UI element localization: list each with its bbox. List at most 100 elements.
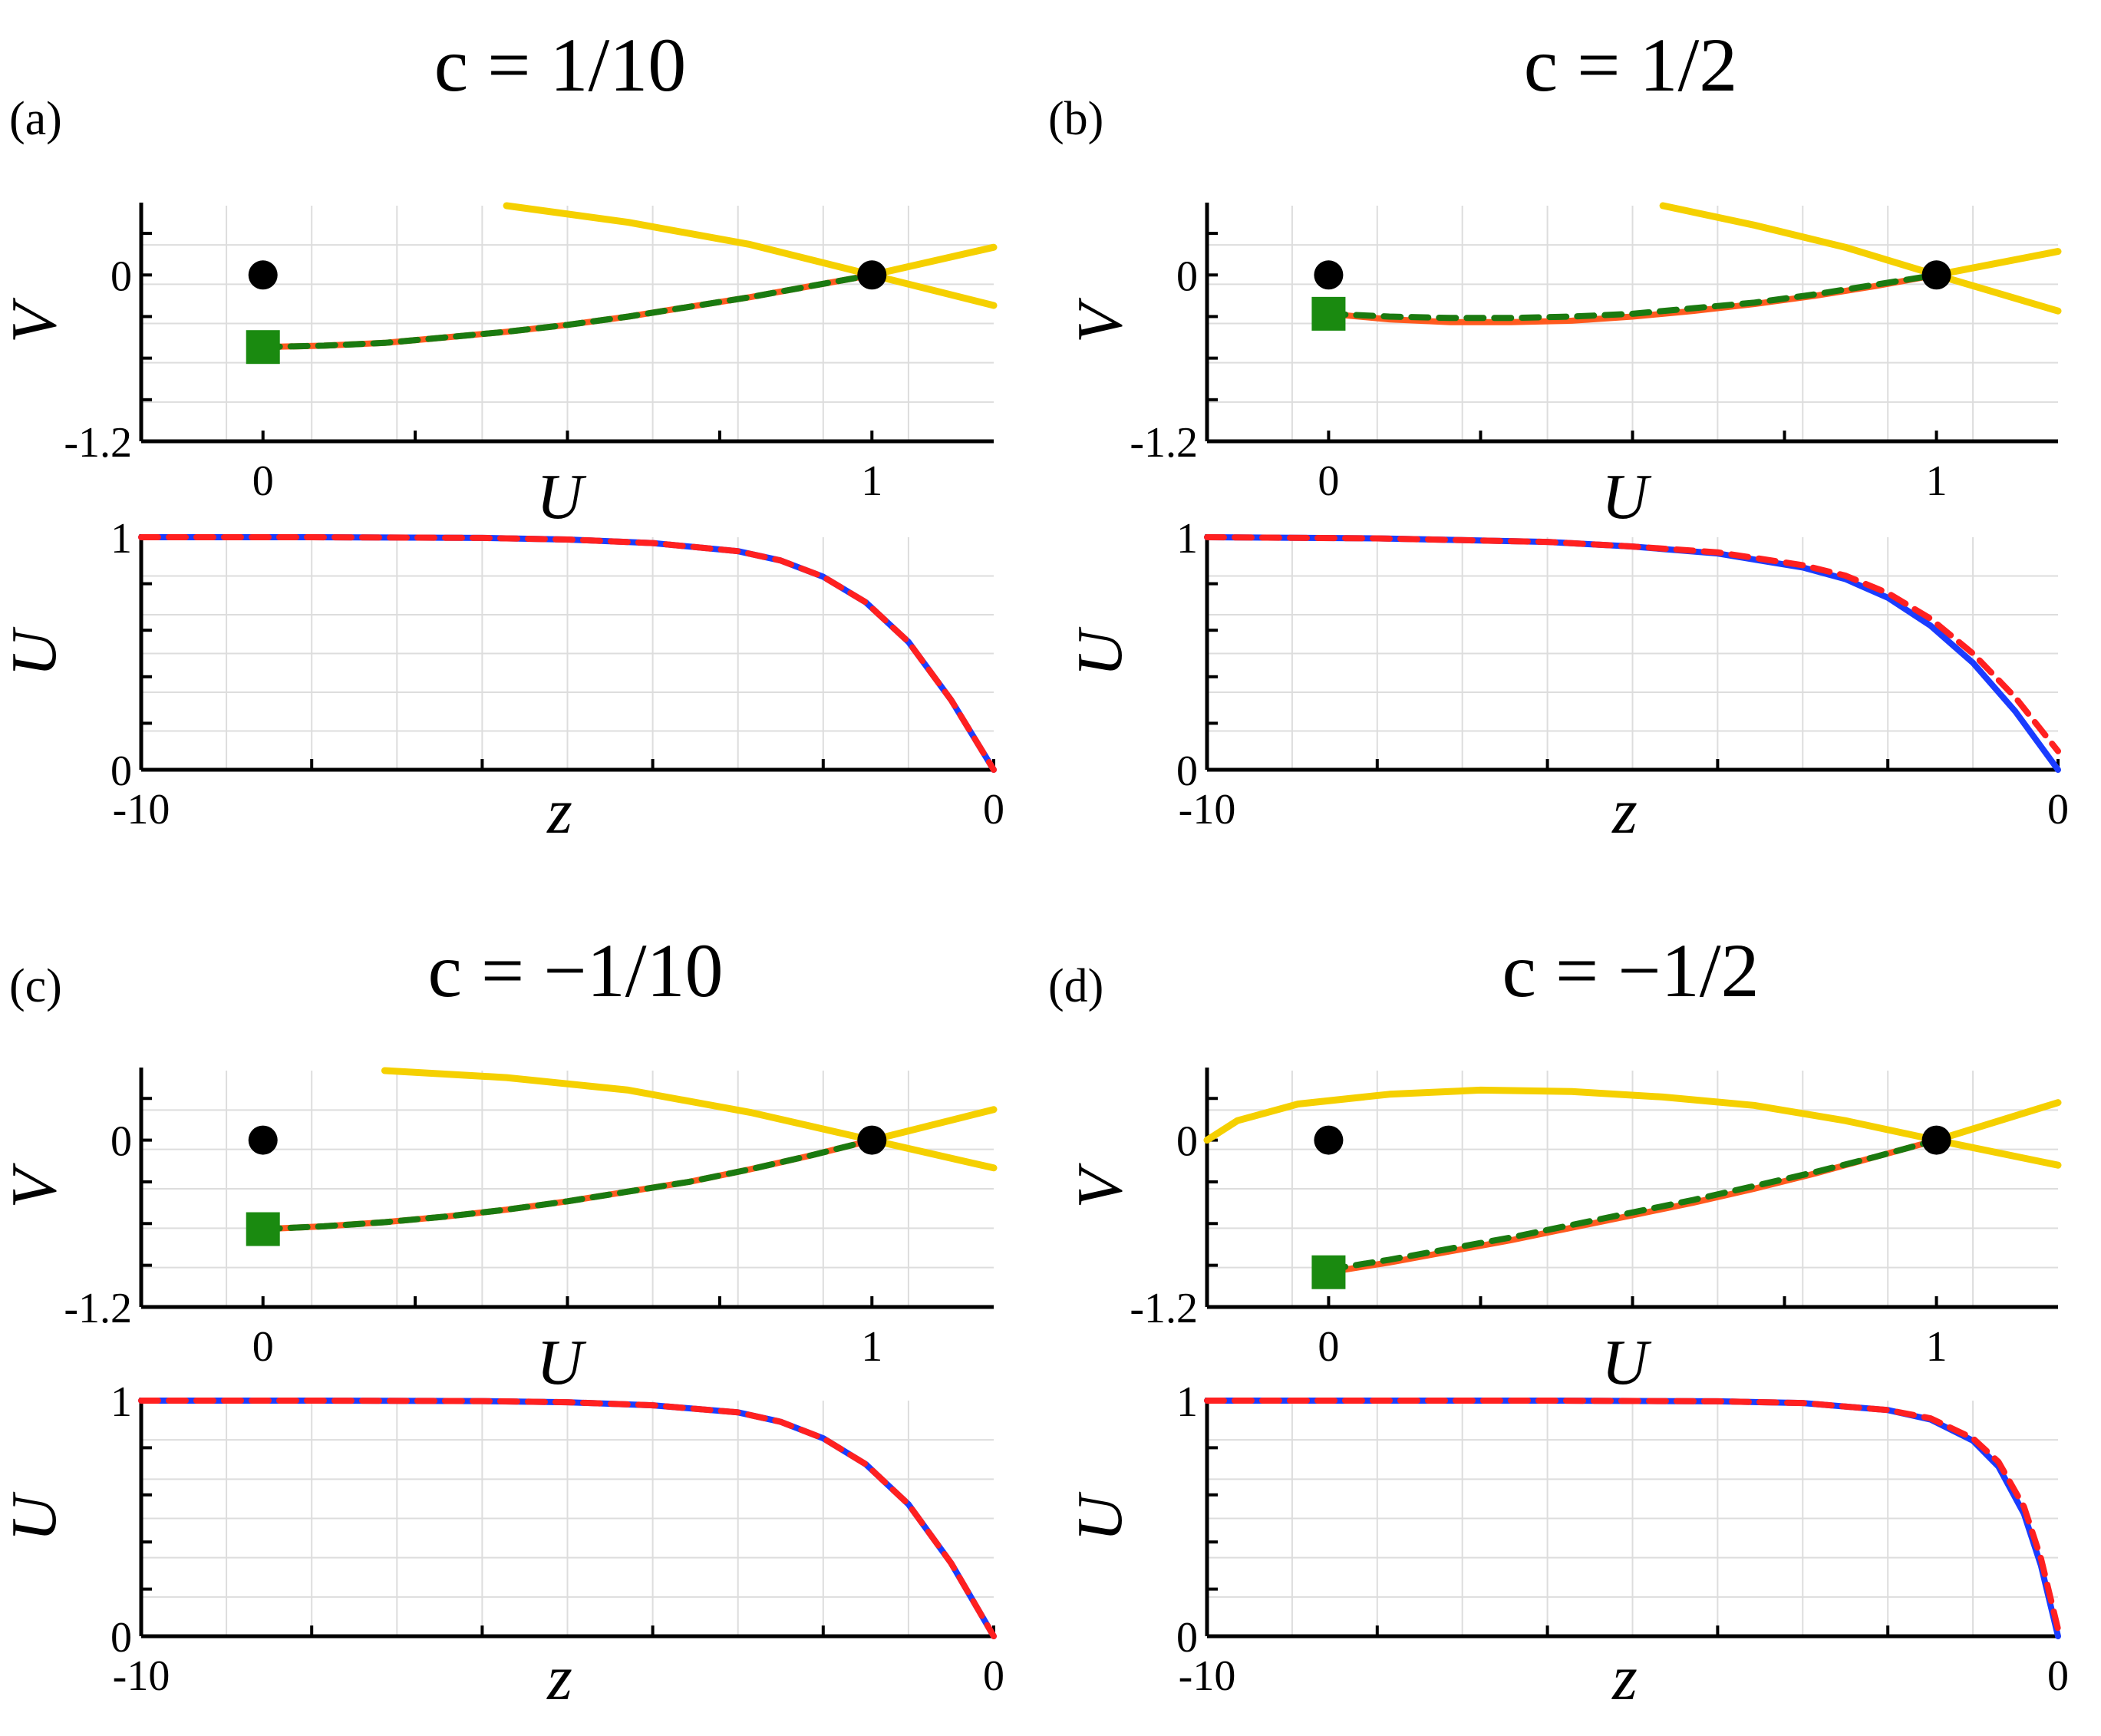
x-tick-label: 0 (2047, 786, 2069, 833)
panel-title-b: c = 1/2 (1524, 22, 1738, 107)
x-axis-label: U (536, 461, 587, 533)
y-tick-label: 1 (110, 515, 132, 563)
series-line-1 (1204, 1398, 2061, 1632)
fixed-point-marker (1921, 1125, 1951, 1155)
series-line-1 (138, 534, 997, 773)
x-axis-label: U (536, 1327, 587, 1398)
x-tick-label: 1 (861, 457, 882, 505)
panel-title-a: c = 1/10 (434, 22, 687, 107)
series-line-1 (1933, 248, 2062, 279)
subplot-a-phase-plane: 0 1 -1.2 0 U V (0, 202, 998, 533)
series-line-1 (1204, 534, 2061, 754)
y-axis-label: U (1064, 626, 1136, 677)
fixed-point-marker (1314, 260, 1344, 290)
x-tick-label: 1 (1926, 457, 1948, 505)
y-tick-label: 0 (110, 1118, 132, 1166)
x-tick-label: 0 (983, 786, 1004, 833)
x-tick-label: 0 (1318, 1323, 1339, 1371)
series-line-1 (868, 243, 998, 279)
panel-label-d: (d) (1048, 960, 1103, 1012)
y-tick-label: 1 (110, 1378, 132, 1426)
grid-c-profile (141, 1401, 994, 1636)
series-line-0 (503, 202, 998, 309)
series-line-1 (868, 1106, 998, 1144)
start-point-marker (246, 330, 280, 365)
grid-c-phase-plane (141, 1071, 994, 1307)
x-tick-label: -10 (113, 1652, 170, 1700)
grid-b-profile (1207, 537, 2058, 770)
series-line-1 (1933, 1099, 2062, 1144)
y-axis-label: V (0, 1163, 70, 1209)
panel-title-c: c = −1/10 (428, 928, 724, 1013)
y-axis-label: U (1064, 1491, 1136, 1542)
y-tick-label: 0 (110, 1614, 132, 1662)
series-line-0 (1659, 202, 2062, 315)
start-point-marker (1311, 296, 1346, 331)
y-axis-label: V (0, 297, 70, 343)
subplot-d-phase-plane: 0 1 -1.2 0 U V (1064, 1068, 2062, 1398)
panel-title-d: c = −1/2 (1502, 928, 1760, 1013)
series-line-3 (1325, 272, 1940, 322)
x-tick-label: 0 (983, 1652, 1004, 1700)
x-tick-label: 1 (1926, 1323, 1948, 1371)
y-tick-label: 0 (1176, 252, 1198, 300)
y-tick-label: 1 (1176, 515, 1198, 563)
y-tick-label: 0 (110, 252, 132, 300)
y-axis-label: U (0, 1491, 70, 1542)
x-tick-label: 0 (2047, 1652, 2069, 1700)
series-line-3 (259, 1137, 876, 1233)
x-axis-label: z (1611, 776, 1638, 847)
x-axis-label: z (1611, 1642, 1638, 1714)
x-axis-label: U (1601, 461, 1652, 533)
fixed-point-marker (1314, 1125, 1344, 1155)
panel-label-b: (b) (1048, 93, 1103, 145)
series-line-0 (1203, 1086, 2062, 1169)
grid-d-profile (1207, 1401, 2058, 1636)
x-tick-label: -10 (1179, 1652, 1236, 1700)
grid-b-phase-plane (1207, 206, 2058, 441)
grid-d-phase-plane (1207, 1071, 2058, 1307)
x-tick-label: -10 (1179, 786, 1236, 833)
x-axis-label: z (546, 776, 572, 847)
x-tick-label: 0 (252, 457, 274, 505)
y-tick-label: 1 (1176, 1378, 1198, 1426)
subplot-c-phase-plane: 0 1 -1.2 0 U V (0, 1067, 998, 1398)
y-tick-label: 0 (1176, 748, 1198, 795)
y-tick-label: 0 (1176, 1614, 1198, 1662)
panel-label-a: (a) (9, 93, 62, 145)
start-point-marker (1311, 1255, 1346, 1289)
x-tick-label: 0 (1318, 457, 1339, 505)
y-tick-label: -1.2 (64, 419, 132, 467)
fixed-point-marker (248, 1125, 278, 1155)
x-tick-label: 1 (861, 1323, 882, 1371)
series-line-0 (381, 1067, 998, 1172)
grid-a-profile (141, 537, 994, 770)
fixed-point-marker (248, 260, 278, 290)
y-tick-label: -1.2 (64, 1285, 132, 1332)
series-line-3 (259, 272, 876, 351)
subplot-b-phase-plane: 0 1 -1.2 0 U V (1064, 202, 2062, 533)
fixed-point-marker (1921, 260, 1951, 290)
x-axis-label: U (1601, 1327, 1652, 1398)
fixed-point-marker (857, 1125, 887, 1155)
y-axis-label: U (0, 626, 70, 677)
series-line-3 (1325, 1137, 1940, 1273)
y-axis-label: V (1064, 1163, 1136, 1209)
x-axis-label: z (546, 1642, 572, 1714)
panel-label-c: (c) (9, 960, 62, 1012)
y-tick-label: -1.2 (1130, 419, 1198, 467)
y-tick-label: -1.2 (1130, 1285, 1198, 1332)
series-line-1 (138, 1398, 997, 1639)
x-tick-label: 0 (252, 1323, 274, 1371)
fixed-point-marker (857, 260, 887, 290)
x-tick-label: -10 (113, 786, 170, 833)
y-tick-label: 0 (110, 748, 132, 795)
y-tick-label: 0 (1176, 1118, 1198, 1166)
y-axis-label: V (1064, 297, 1136, 343)
